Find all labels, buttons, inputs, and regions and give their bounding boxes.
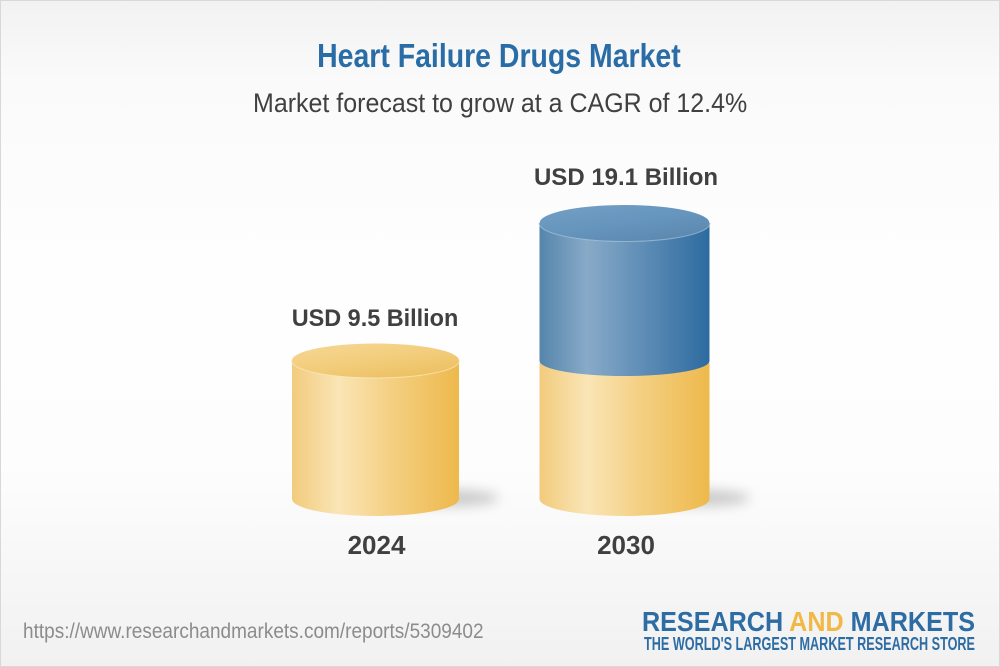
- svg-text:RESEARCH AND MARKETS: RESEARCH AND MARKETS: [642, 606, 975, 637]
- svg-text:THE WORLD'S LARGEST MARKET RES: THE WORLD'S LARGEST MARKET RESEARCH STOR…: [644, 634, 975, 654]
